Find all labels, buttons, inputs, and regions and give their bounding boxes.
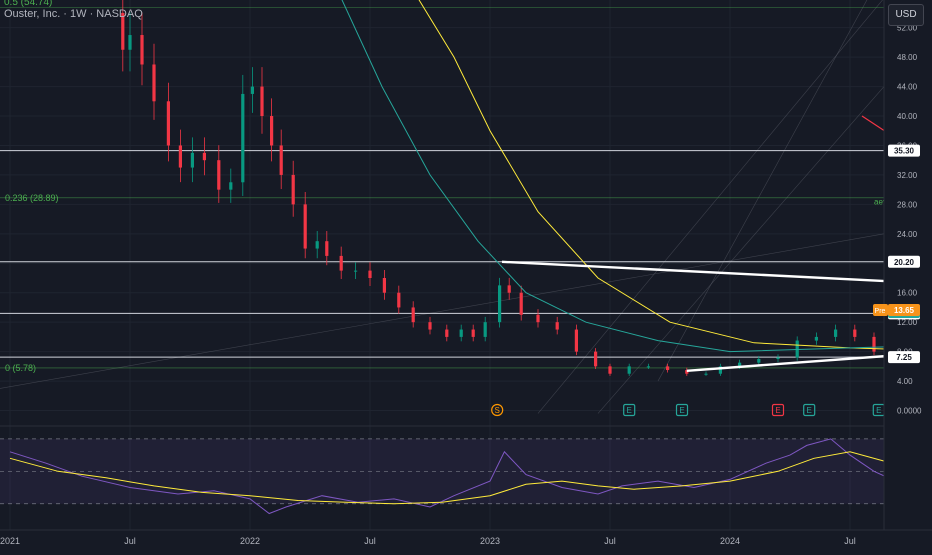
event-letter: E [775, 406, 780, 415]
price-tick-label: 28.00 [897, 200, 918, 209]
candle-body [292, 175, 295, 204]
time-tick-label: Jul [844, 536, 856, 546]
price-tick-label: 16.00 [897, 289, 918, 298]
candle-body [260, 87, 263, 116]
candle-body [304, 204, 307, 248]
candle-body [412, 307, 415, 322]
premarket-price-label: 13.65 [894, 306, 915, 315]
fib-level-label: 0 (5.78) [5, 363, 36, 373]
candle-body [167, 101, 170, 145]
event-letter: E [876, 406, 881, 415]
price-tick-label: 0.0000 [897, 407, 922, 416]
price-tick-label: 48.00 [897, 53, 918, 62]
candle-body [325, 241, 328, 256]
time-axis: 2021Jul2022Jul2023Jul2024Jul2025Jul2026J… [0, 530, 932, 546]
candle-body [280, 145, 283, 174]
premarket-tag: Pre [875, 308, 886, 315]
candle-body [179, 145, 182, 167]
price-tick-label: 24.00 [897, 230, 918, 239]
moving-averages [341, 0, 932, 352]
candle-body [628, 366, 631, 373]
event-letter: S [495, 406, 500, 415]
price-tick-label: 4.00 [897, 377, 913, 386]
currency-button[interactable]: USD [888, 4, 924, 26]
event-letter: E [807, 406, 812, 415]
earnings-events: SEEEEEEEEE [492, 405, 932, 416]
candle-body [340, 256, 343, 271]
candle-body [383, 278, 386, 293]
candle-body [191, 153, 194, 168]
candle-body [354, 271, 357, 272]
chart-header: 0.5 (54.74) Ouster, Inc. · 1W · NASDAQ [4, 0, 884, 34]
candle-body [508, 285, 511, 292]
candle-body [152, 64, 155, 101]
level-price-label: 35.30 [894, 147, 915, 156]
trendlines [502, 262, 932, 371]
candle-body [397, 293, 400, 308]
level-price-label: 7.25 [896, 353, 912, 362]
candle-body [704, 374, 707, 375]
candle-body [251, 87, 254, 94]
candle-body [128, 35, 131, 50]
candle-body [834, 330, 837, 337]
price-tick-label: 40.00 [897, 112, 918, 121]
moving-average-line [418, 0, 932, 352]
candle-body [498, 285, 501, 322]
time-tick-label: Jul [124, 536, 136, 546]
price-tick-label: 32.00 [897, 171, 918, 180]
candle-body [140, 35, 143, 64]
horizontal-levels: 0.236 (28.89) 0 (5.78) [0, 7, 884, 372]
candle-body [520, 293, 523, 315]
candle-body [647, 366, 650, 367]
event-letter: E [627, 406, 632, 415]
time-tick-label: 2022 [240, 536, 260, 546]
candle-body [776, 358, 779, 359]
candle-body [815, 337, 818, 341]
time-tick-label: 2021 [0, 536, 20, 546]
candle-body [241, 94, 244, 182]
candle-body [270, 116, 273, 145]
candle-body [666, 366, 669, 370]
time-tick-label: Jul [364, 536, 376, 546]
moving-average-line [341, 0, 932, 352]
time-tick-label: 2023 [480, 536, 500, 546]
candle-body [217, 160, 220, 189]
candle-body [853, 330, 856, 337]
candle-body [316, 241, 319, 248]
symbol-title[interactable]: Ouster, Inc. · 1W · NASDAQ [4, 8, 143, 20]
price-series [121, 0, 932, 376]
candle-body [556, 322, 559, 329]
fib-level-label: 0.236 (28.89) [5, 193, 59, 203]
event-letter: E [679, 406, 684, 415]
candle-body [428, 322, 431, 329]
candle-body [472, 330, 475, 337]
level-price-label: 20.20 [894, 258, 915, 267]
candle-body [594, 352, 597, 367]
candle-body [757, 359, 760, 363]
candle-body [608, 366, 611, 373]
candle-body [460, 330, 463, 337]
price-tick-label: 44.00 [897, 83, 918, 92]
time-tick-label: Jul [604, 536, 616, 546]
candle-body [445, 330, 448, 337]
candle-body [575, 330, 578, 352]
fib-level-label-top: 0.5 (54.74) [4, 0, 52, 8]
candle-body [484, 322, 487, 337]
candle-body [229, 182, 232, 189]
candle-body [203, 153, 206, 160]
candle-body [368, 271, 371, 278]
candle-body [872, 337, 875, 352]
candle-body [536, 315, 539, 322]
time-tick-label: 2024 [720, 536, 740, 546]
price-tick-label: 12.00 [897, 318, 918, 327]
